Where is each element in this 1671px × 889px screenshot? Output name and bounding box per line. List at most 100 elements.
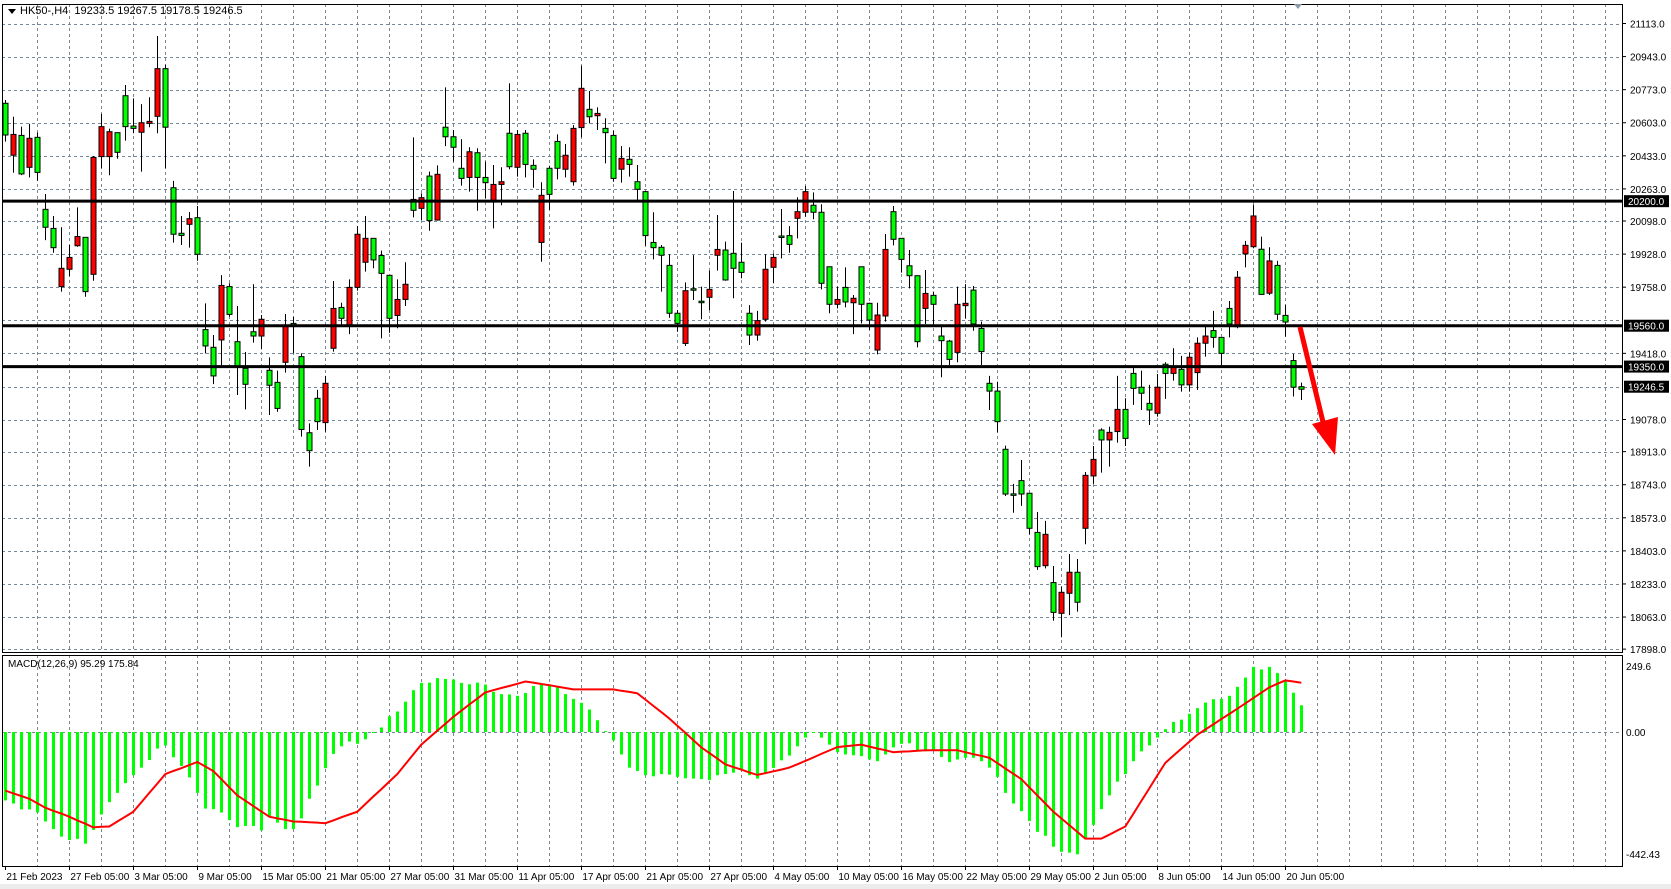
macd-signal-line [4,679,1302,840]
candle [1138,370,1145,410]
level-price-tag-bg [1624,360,1669,373]
candle-body-bear [922,292,929,309]
macd-bar [228,732,231,821]
candle-body-bull [314,397,321,423]
candle [1146,384,1153,425]
candle [282,314,289,373]
macd-bar [348,732,351,742]
candle-body-bull [1162,363,1169,374]
candle-body-bull [474,152,481,178]
macd-bar [508,694,511,732]
macd-histogram [4,666,1303,855]
macd-bar [420,682,423,732]
macd-bar [636,732,639,771]
candle [642,191,649,246]
date-axis-label: 27 Apr 05:00 [710,872,767,883]
macd-bar [924,732,927,752]
candle-body-bear [682,290,689,344]
candle-body-bear [138,122,145,133]
candle [1266,247,1273,295]
macd-bar [396,711,399,732]
candle-body-bull [890,211,897,240]
candle [370,237,377,269]
candle-body-bull [1178,368,1185,386]
macd-bar [628,732,631,768]
candle [170,180,177,243]
candle-body-bull [242,367,249,385]
candle [786,226,793,253]
ohlc-readout: 19233.5 19267.5 19178.5 19246.5 [74,5,243,17]
candle [738,242,745,279]
triangle-down-icon[interactable] [8,8,16,14]
macd-bar [756,732,759,779]
candle-body-bear [762,268,769,320]
candle [82,236,89,297]
candle-body-bull [730,252,737,269]
macd-bar [564,694,567,732]
candle [122,84,129,141]
macd-bar [1044,732,1047,836]
candle-body-bull [722,249,729,281]
candle-body-bear [154,68,161,117]
candle-body-bear [1186,356,1193,386]
candle-body-bull [178,232,185,236]
candle [626,147,633,177]
candle-body-bull [826,266,833,305]
candle-body-bear [1090,458,1097,477]
candle-body-bear [1250,215,1257,248]
price-axis-label: 18573.0 [1630,514,1667,525]
candle-body-bear [1066,571,1073,594]
macd-bar [1284,680,1287,732]
candle [994,381,1001,433]
candle [1074,559,1081,612]
macd-axis-label: 0.00 [1626,728,1646,739]
candle-body-bull [234,341,241,368]
candle-body-bear [10,133,17,156]
candle [274,370,281,412]
macd-bar [844,732,847,755]
candle-body-bull [194,217,201,255]
candle-body-bull [970,289,977,325]
candle [698,286,705,320]
date-axis-label: 2 Jun 05:00 [1094,872,1147,883]
macd-bar [492,691,495,732]
candle [674,309,681,332]
candle-body-bull [610,134,617,179]
candle-body-bull [482,176,489,184]
candle [194,206,201,261]
candle-body-bull [1290,360,1297,388]
macd-bar [364,732,367,740]
date-axis-label: 21 Feb 2023 [6,872,63,883]
candle-body-bull [202,329,209,347]
candle [354,226,361,291]
candle-body-bear [770,256,777,268]
candle-body-bear [882,248,889,317]
status-strip [0,884,1671,889]
macd-bar [252,732,255,826]
macd-bar [436,678,439,732]
candle-body-bull [210,346,217,377]
macd-bar [412,690,415,732]
candle-body-bull [642,191,649,237]
macd-bar [540,684,543,732]
candle [1122,398,1129,446]
macd-bar [748,732,751,776]
macd-bar [996,732,999,777]
candle [530,159,537,188]
candle-body-bear [1234,276,1241,328]
price-axis-label: 19758.0 [1630,283,1667,294]
candle [970,286,977,331]
level-price-tag-bg [1624,319,1669,332]
candle-body-bear [706,288,713,298]
macd-bar [988,732,991,768]
candle-body-bear [1114,408,1121,433]
candle-body-bull [274,381,281,409]
candle [154,35,161,134]
current-price-tag: 19246.5 [1628,383,1665,394]
chart-shift-icon [1294,4,1302,9]
macd-bar [724,732,727,775]
candle-body-bull [914,275,921,343]
candle-body-bull [1210,330,1217,338]
macd-bar [548,684,551,732]
